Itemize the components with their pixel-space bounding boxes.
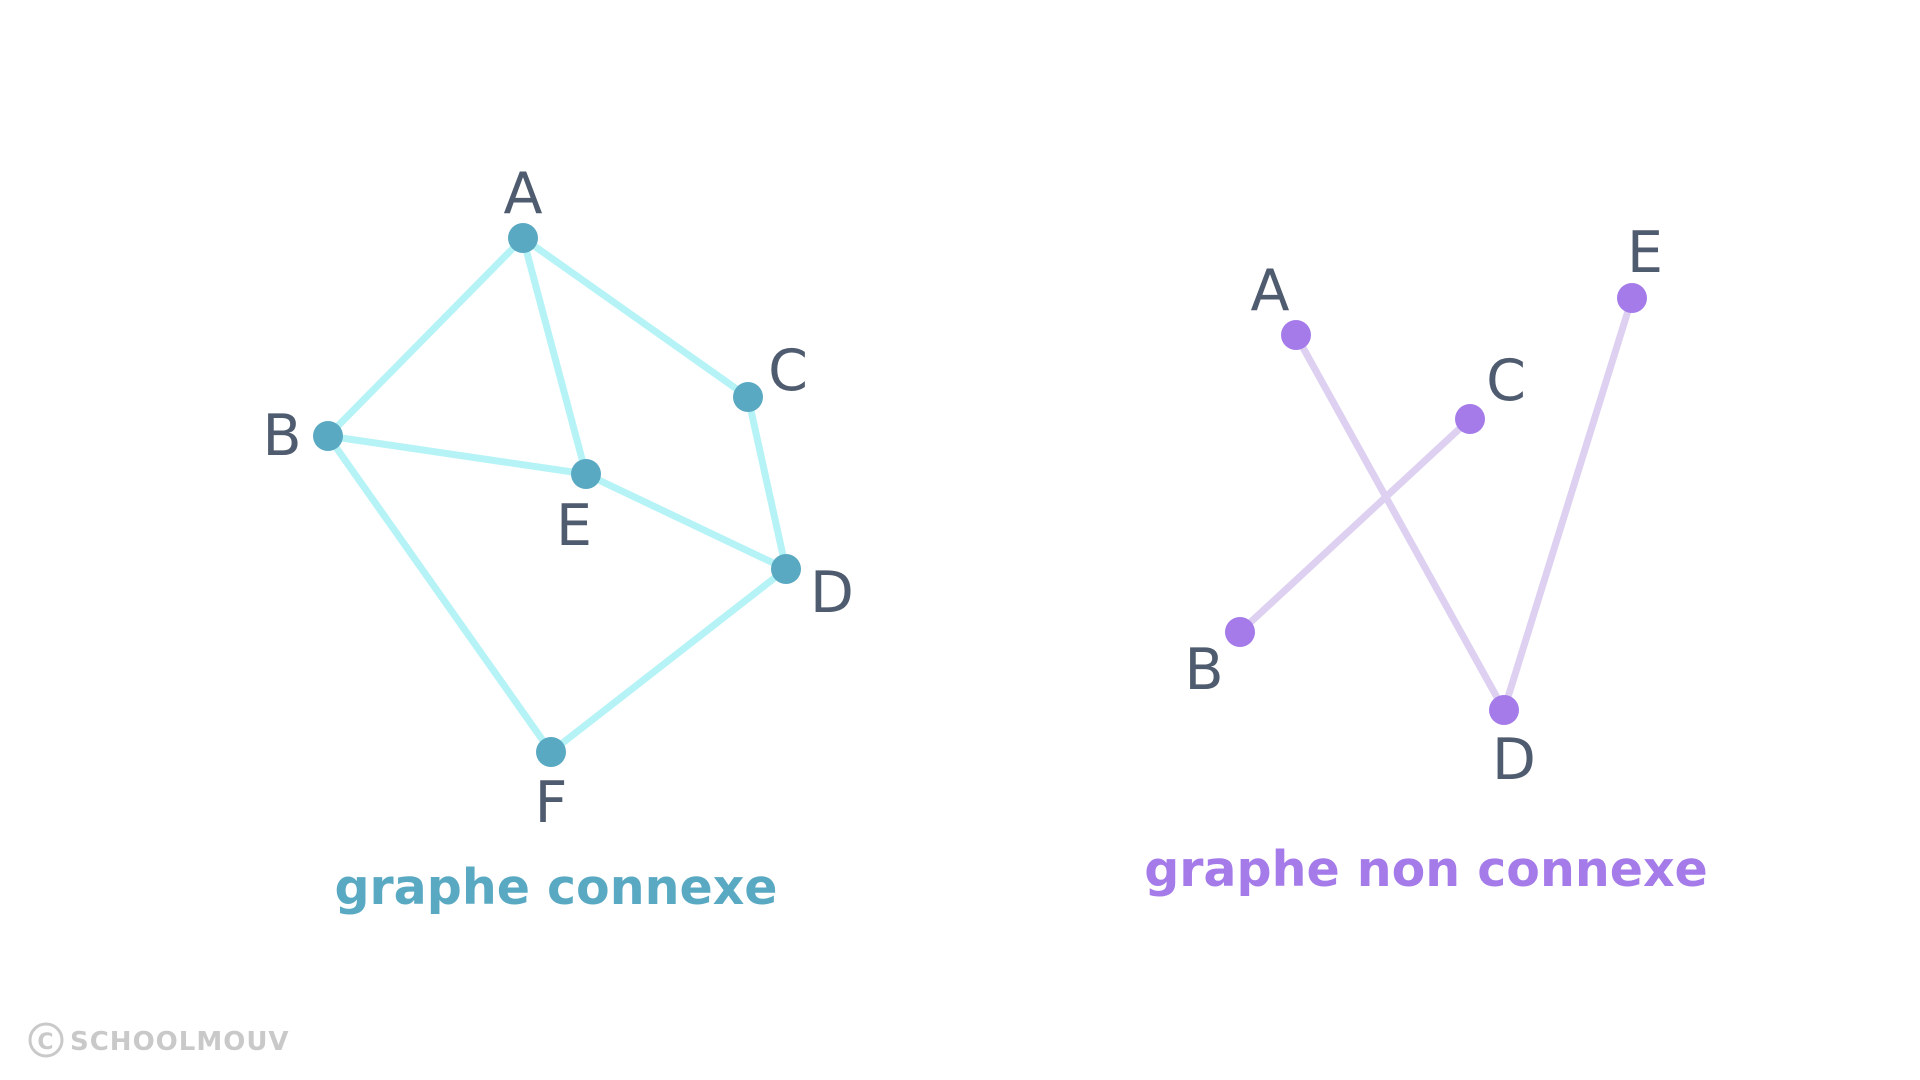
- edge-C-D: [744, 393, 790, 573]
- node-label-C: C: [1486, 348, 1526, 414]
- node-label-B: B: [262, 403, 301, 469]
- disconnected-graph-caption: graphe non connexe: [1144, 841, 1708, 898]
- node-label-B: B: [1184, 637, 1223, 703]
- disconnected-graph-labels: A B C D E: [1184, 220, 1663, 793]
- connected-graph: A B C D E F graphe connexe: [262, 161, 854, 916]
- connected-graph-labels: A B C D E F: [262, 161, 854, 836]
- node-C: [733, 382, 763, 412]
- edge-B-F: [324, 432, 555, 756]
- edge-B-C: [1236, 415, 1474, 636]
- node-B: [313, 421, 343, 451]
- node-label-C: C: [768, 338, 808, 404]
- node-label-F: F: [535, 770, 568, 836]
- disconnected-graph-nodes: [1225, 283, 1647, 725]
- connected-graph-edges: [324, 234, 790, 756]
- edge-A-D: [1292, 331, 1508, 714]
- node-B: [1225, 617, 1255, 647]
- node-E: [571, 459, 601, 489]
- node-label-E: E: [556, 493, 592, 559]
- node-A: [508, 223, 538, 253]
- edge-A-B: [324, 234, 527, 440]
- node-D: [771, 554, 801, 584]
- disconnected-graph-edges: [1236, 294, 1636, 714]
- node-D: [1489, 695, 1519, 725]
- edge-A-C: [519, 234, 752, 401]
- node-A: [1281, 320, 1311, 350]
- edge-A-E: [519, 234, 590, 478]
- edge-E-D: [582, 470, 790, 573]
- schoolmouv-watermark: C SCHOOLMOUV: [28, 1022, 290, 1058]
- copyright-icon: [28, 1022, 64, 1058]
- edge-B-E: [324, 432, 590, 478]
- edge-D-E: [1500, 294, 1636, 714]
- connected-graph-nodes: [313, 223, 801, 767]
- node-label-D: D: [810, 560, 854, 626]
- node-label-A: A: [1251, 258, 1290, 324]
- connected-graph-caption: graphe connexe: [334, 859, 777, 916]
- node-F: [536, 737, 566, 767]
- watermark-text: SCHOOLMOUV: [70, 1027, 290, 1057]
- node-C: [1455, 404, 1485, 434]
- node-label-E: E: [1627, 220, 1663, 286]
- node-E: [1617, 283, 1647, 313]
- disconnected-graph: A B C D E graphe non connexe: [1144, 220, 1708, 898]
- copyright-symbol: C: [37, 1030, 54, 1055]
- node-label-D: D: [1492, 727, 1536, 793]
- edge-D-F: [547, 565, 790, 756]
- node-label-A: A: [504, 161, 543, 227]
